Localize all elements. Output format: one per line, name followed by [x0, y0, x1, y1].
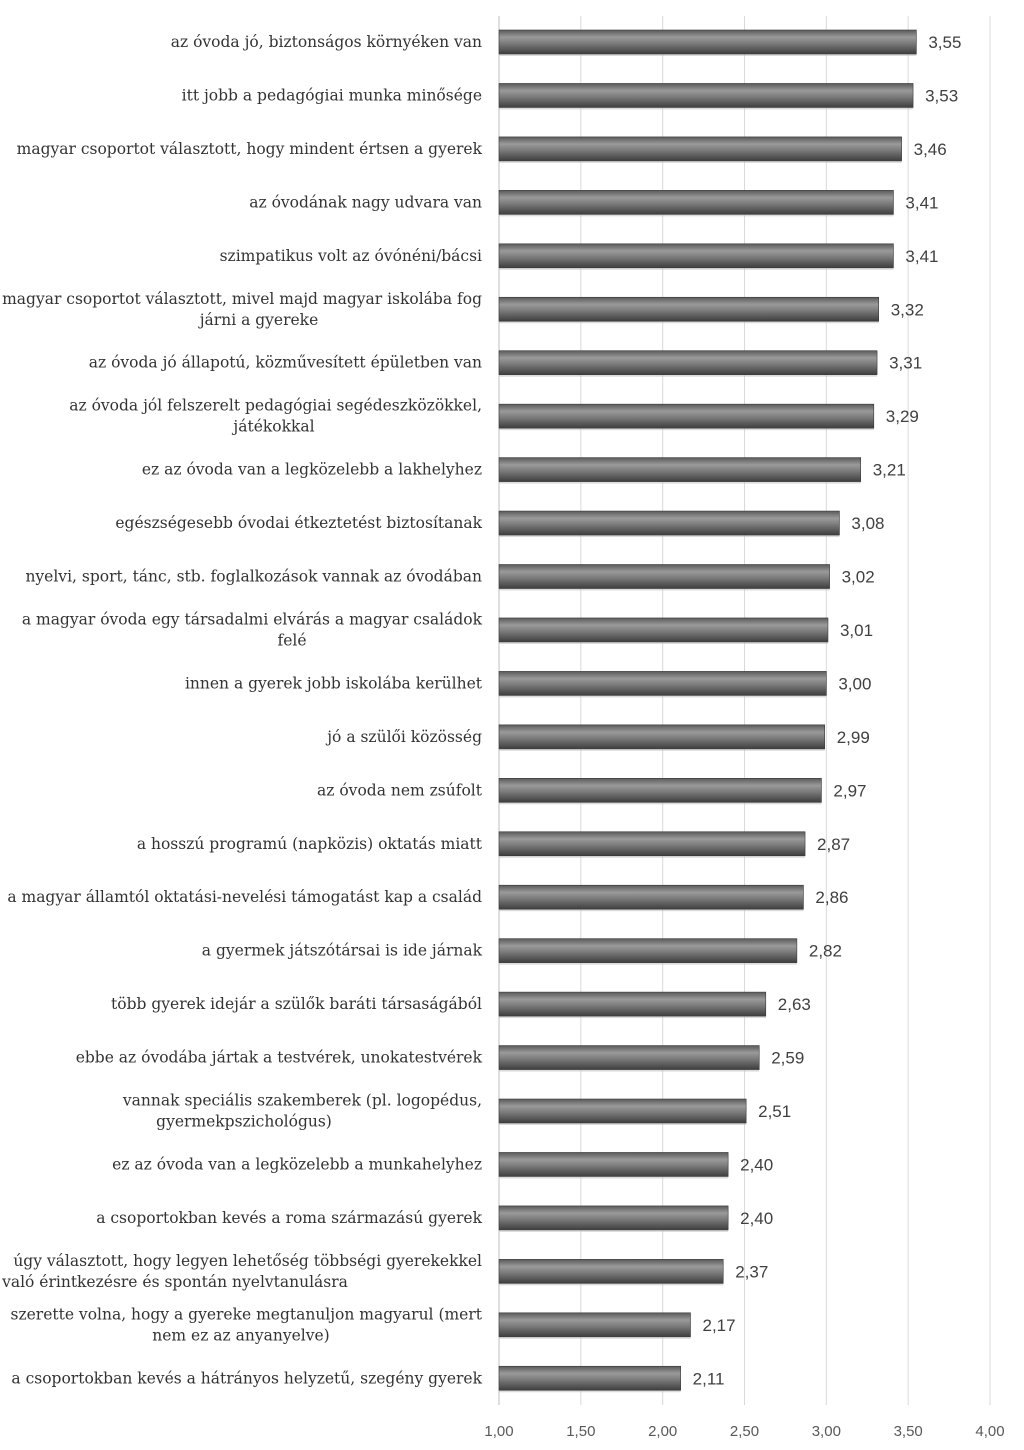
category-label: vannak speciális szakemberek (pl. logopé…: [122, 1092, 482, 1131]
data-label: 2,51: [758, 1102, 791, 1121]
data-label: 3,08: [851, 514, 884, 533]
data-label: 3,41: [905, 247, 938, 266]
bar: [498, 671, 827, 696]
category-label: a csoportokban kevés a hátrányos helyzet…: [11, 1369, 482, 1387]
bar: [498, 403, 875, 429]
category-label: szimpatikus volt az óvónéni/bácsi: [220, 247, 482, 265]
data-label: 3,55: [928, 33, 961, 52]
category-label: ebbe az óvodába jártak a testvérek, unok…: [76, 1049, 483, 1067]
category-label: úgy választott, hogy legyen lehetőség tö…: [1, 1252, 482, 1291]
category-label: ez az óvoda van a legközelebb a munkahel…: [112, 1155, 482, 1173]
category-label: szerette volna, hogy a gyereke megtanulj…: [11, 1305, 483, 1344]
bar: [498, 190, 894, 215]
data-label: 3,00: [838, 674, 871, 693]
data-label: 3,41: [905, 193, 938, 212]
bar: [498, 831, 806, 857]
bar: [498, 1205, 729, 1231]
category-label: az óvoda jó állapotú, közművesített épül…: [89, 354, 482, 372]
bar: [498, 991, 767, 1017]
bar: [498, 564, 830, 589]
category-label: jó a szülői közösség: [325, 728, 482, 746]
category-label: az óvoda nem zsúfolt: [317, 781, 483, 799]
data-label: 2,11: [693, 1369, 725, 1388]
category-label: magyar csoportot választott, mivel majd …: [2, 290, 482, 329]
x-tick-label: 3,50: [894, 1423, 923, 1440]
category-label: egészségesebb óvodai étkeztetést biztosí…: [115, 514, 482, 532]
category-label: több gyerek idejár a szülők baráti társa…: [111, 995, 482, 1013]
bar: [498, 1365, 681, 1391]
x-tick-label: 2,00: [648, 1423, 677, 1440]
x-tick-label: 3,00: [812, 1423, 841, 1440]
bar: [498, 1259, 724, 1284]
x-tick-label: 4,00: [975, 1423, 1004, 1440]
x-axis-ticks: 1,00 1,50 2,00 2,50 3,00 3,50 4,00: [484, 1423, 1004, 1440]
bar: [498, 724, 825, 750]
category-labels: az óvoda jó, biztonságos környéken van it…: [1, 33, 483, 1387]
bar: [498, 938, 798, 963]
bar: [498, 617, 829, 643]
bar: [498, 1098, 747, 1124]
value-labels: 3,55 3,53 3,46 3,41 3,41 3,32 3,31 3,29 3,21 3,08…: [693, 33, 962, 1388]
bar: [498, 136, 902, 162]
bar: [498, 1045, 760, 1070]
data-label: 2,97: [833, 781, 866, 800]
bar: [498, 1312, 691, 1338]
data-label: 2,59: [771, 1049, 804, 1068]
bars-group: [498, 29, 917, 1393]
bar: [498, 777, 822, 803]
x-tick-label: 1,00: [484, 1423, 513, 1440]
data-label: 2,86: [815, 888, 848, 907]
bar: [498, 884, 804, 910]
data-label: 3,21: [873, 461, 906, 480]
category-label: az óvoda jól felszerelt pedagógiai segéd…: [69, 397, 482, 436]
data-label: 2,87: [817, 835, 850, 854]
data-label: 2,99: [837, 728, 870, 747]
category-label: a magyar államtól oktatási-nevelési támo…: [7, 888, 482, 906]
category-label: az óvodának nagy udvara van: [249, 193, 482, 211]
data-label: 3,31: [889, 354, 922, 373]
data-label: 2,40: [740, 1209, 773, 1228]
gridlines: [498, 16, 991, 1405]
data-label: 3,02: [842, 568, 875, 587]
data-label: 2,40: [740, 1155, 773, 1174]
category-label: a magyar óvoda egy társadalmi elvárás a …: [22, 610, 483, 649]
bar: [498, 296, 880, 322]
data-label: 2,17: [702, 1316, 735, 1335]
data-label: 3,29: [886, 407, 919, 426]
x-tick-label: 2,50: [730, 1423, 759, 1440]
x-tick-label: 1,50: [566, 1423, 595, 1440]
category-label: magyar csoportot választott, hogy minden…: [17, 140, 483, 158]
category-label: a gyermek játszótársai is ide járnak: [202, 942, 483, 960]
category-label: ez az óvoda van a legközelebb a lakhelyh…: [142, 461, 482, 479]
bar: [498, 243, 894, 269]
bar: [498, 510, 840, 536]
bar: [498, 457, 862, 482]
data-label: 3,32: [891, 300, 924, 319]
category-label: innen a gyerek jobb iskolába kerülhet: [185, 674, 483, 692]
data-label: 2,82: [809, 942, 842, 961]
data-label: 3,01: [840, 621, 873, 640]
data-label: 3,46: [914, 140, 947, 159]
category-label: a csoportokban kevés a roma származású g…: [96, 1209, 482, 1227]
data-label: 2,37: [735, 1262, 768, 1281]
bar: [498, 350, 878, 376]
bar: [498, 29, 917, 55]
data-label: 2,63: [778, 995, 811, 1014]
category-label: a hosszú programú (napközis) oktatás mia…: [137, 835, 483, 853]
category-label: nyelvi, sport, tánc, stb. foglalkozások …: [25, 568, 482, 586]
bar: [498, 1152, 729, 1177]
data-label: 3,53: [925, 86, 958, 105]
category-label: itt jobb a pedagógiai munka minősége: [182, 86, 482, 104]
bar: [498, 83, 914, 108]
category-label: az óvoda jó, biztonságos környéken van: [171, 33, 482, 51]
